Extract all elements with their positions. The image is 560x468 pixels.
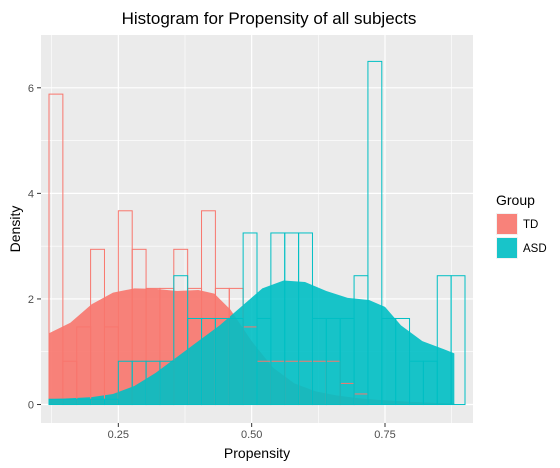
y-tick-label: 4 xyxy=(28,188,34,200)
chart-title: Histogram for Propensity of all subjects xyxy=(122,9,417,28)
histogram-bars xyxy=(48,60,466,406)
legend-title: Group xyxy=(496,192,535,208)
x-tick-label: 0.50 xyxy=(241,429,262,441)
y-axis-title: Density xyxy=(7,206,23,253)
x-tick-label: 0.75 xyxy=(374,429,395,441)
x-axis: 0.25 0.50 0.75 xyxy=(108,423,396,441)
bar-asd xyxy=(450,275,466,406)
legend-swatch-asd xyxy=(497,238,517,258)
y-tick-label: 0 xyxy=(28,400,34,412)
y-axis: 0 2 4 6 xyxy=(28,83,41,412)
legend-label-asd: ASD xyxy=(523,243,547,255)
y-tick-label: 6 xyxy=(28,83,34,95)
density-areas xyxy=(49,280,455,405)
legend-swatch-td xyxy=(497,214,517,234)
bar-asd xyxy=(367,60,383,406)
legend-entries: TD ASD xyxy=(496,213,547,259)
legend-label-td: TD xyxy=(523,219,538,231)
x-axis-title: Propensity xyxy=(224,445,290,461)
y-tick-label: 2 xyxy=(28,294,34,306)
legend: Group TD ASD xyxy=(496,192,547,259)
x-tick-label: 0.25 xyxy=(108,429,129,441)
density-area-asd xyxy=(49,280,455,405)
plot-panel xyxy=(41,35,473,423)
